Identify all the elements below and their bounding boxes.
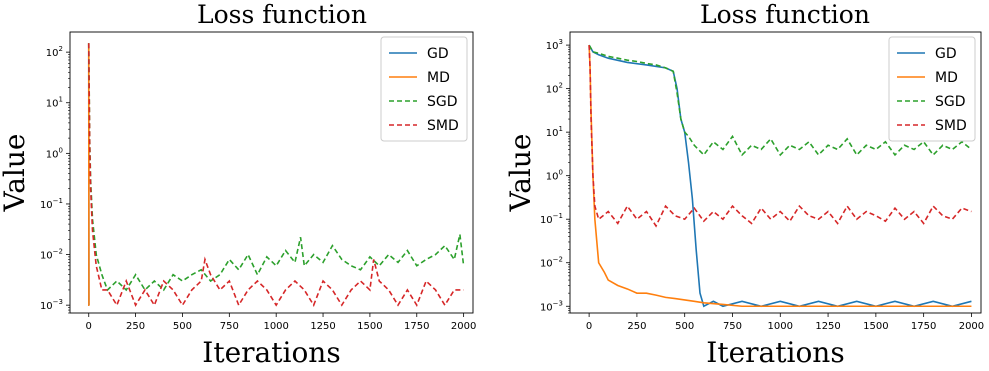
axes-frame xyxy=(569,31,982,314)
y-tick-base: 10 xyxy=(40,251,53,262)
y-tick-base: 10 xyxy=(546,128,559,139)
y-tick-label: 10−2 xyxy=(40,248,63,262)
y-tick-label: 100 xyxy=(546,169,563,183)
y-tick-label: 100 xyxy=(46,146,63,160)
y-tick-exponent: −3 xyxy=(553,299,563,307)
legend-label-sgd: SGD xyxy=(935,94,966,110)
x-tick-label: 1000 xyxy=(263,321,288,332)
legend-label-gd: GD xyxy=(427,46,449,62)
x-tick-label: 1250 xyxy=(310,321,335,332)
series-line-md xyxy=(588,45,972,308)
legend: GD MD SGD SMD xyxy=(380,36,468,142)
y-tick-base: 10 xyxy=(46,48,59,59)
legend-label-md: MD xyxy=(935,70,958,86)
series-group xyxy=(588,44,972,308)
legend: GD MD SGD SMD xyxy=(888,36,976,142)
x-tick-label: 1000 xyxy=(768,321,793,332)
x-tick-label: 1750 xyxy=(404,321,429,332)
y-tick-base: 10 xyxy=(40,200,53,211)
y-tick-label: 101 xyxy=(46,96,63,110)
x-tick-label: 1500 xyxy=(357,321,382,332)
x-axis-label: Iterations xyxy=(706,336,844,369)
y-tick-exponent: 1 xyxy=(559,125,563,133)
x-tick-label: 1500 xyxy=(863,321,888,332)
x-tick-label: 0 xyxy=(586,321,592,332)
y-tick-label: 10−2 xyxy=(540,256,563,270)
legend-label-gd: GD xyxy=(935,46,957,62)
x-tick-label: 750 xyxy=(220,321,239,332)
y-tick-base: 10 xyxy=(46,149,59,160)
y-tick-label: 10−1 xyxy=(540,212,563,226)
legend-label-smd: SMD xyxy=(935,118,967,134)
y-tick-exponent: −2 xyxy=(553,256,563,264)
x-tick-label: 500 xyxy=(173,321,192,332)
y-tick-label: 102 xyxy=(546,82,563,96)
y-tick-base: 10 xyxy=(46,99,59,110)
legend-box xyxy=(380,36,468,142)
x-tick-label: 500 xyxy=(675,321,694,332)
series-line-sgd xyxy=(588,44,972,157)
chart-title: Loss function xyxy=(700,0,870,29)
legend-label-md: MD xyxy=(427,70,450,86)
y-tick-base: 10 xyxy=(540,215,553,226)
y-tick-base: 10 xyxy=(540,259,553,270)
y-tick-label: 101 xyxy=(546,125,563,139)
y-tick-exponent: 0 xyxy=(559,169,563,177)
x-tick-label: 2000 xyxy=(959,321,984,332)
legend-label-sgd: SGD xyxy=(427,94,458,110)
chart-title: Loss function xyxy=(197,0,367,29)
y-tick-exponent: 2 xyxy=(559,82,563,90)
y-tick-base: 10 xyxy=(546,172,559,183)
axes-frame xyxy=(69,31,474,314)
y-tick-base: 10 xyxy=(40,301,53,312)
y-tick-label: 10−1 xyxy=(40,197,63,211)
y-tick-label: 10−3 xyxy=(540,299,563,313)
x-tick-label: 250 xyxy=(627,321,646,332)
y-tick-base: 10 xyxy=(546,41,559,52)
y-tick-exponent: 0 xyxy=(59,146,63,154)
y-tick-exponent: −3 xyxy=(53,298,63,306)
y-tick-base: 10 xyxy=(540,302,553,313)
y-axis-label: Value xyxy=(0,134,31,213)
y-tick-exponent: −2 xyxy=(53,248,63,256)
y-tick-exponent: −1 xyxy=(553,212,563,220)
x-tick-label: 0 xyxy=(86,321,92,332)
y-tick-exponent: 1 xyxy=(59,96,63,104)
x-tick-label: 1750 xyxy=(911,321,936,332)
series-group xyxy=(87,43,465,307)
legend-box xyxy=(888,36,976,142)
series-line-smd xyxy=(87,43,464,307)
series-line-sgd xyxy=(87,43,465,292)
x-tick-label: 250 xyxy=(126,321,145,332)
y-tick-label: 10−3 xyxy=(40,298,63,312)
y-tick-label: 103 xyxy=(546,38,563,52)
y-axis-label: Value xyxy=(504,134,537,213)
x-tick-label: 750 xyxy=(723,321,742,332)
series-line-md xyxy=(87,43,90,306)
series-line-smd xyxy=(588,45,972,228)
y-tick-base: 10 xyxy=(546,85,559,96)
x-axis-label: Iterations xyxy=(202,336,340,369)
x-tick-label: 1250 xyxy=(815,321,840,332)
y-tick-exponent: 3 xyxy=(559,38,563,46)
y-tick-exponent: 2 xyxy=(59,45,63,53)
y-tick-exponent: −1 xyxy=(53,197,63,205)
y-tick-label: 102 xyxy=(46,45,63,59)
legend-label-smd: SMD xyxy=(427,118,459,134)
x-tick-label: 2000 xyxy=(451,321,476,332)
